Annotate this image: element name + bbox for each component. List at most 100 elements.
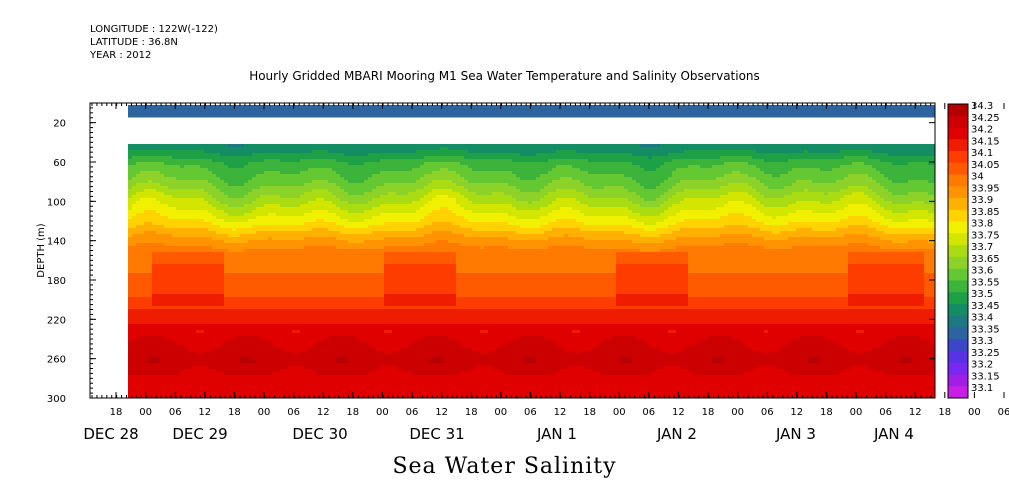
heatmap-cell [252,108,257,112]
heatmap-cell [260,321,265,325]
heatmap-cell [304,174,309,178]
heatmap-cell [292,264,297,268]
heatmap-cell [240,369,245,373]
heatmap-cell [312,366,317,370]
heatmap-cell [160,114,165,118]
heatmap-cell [272,231,277,235]
heatmap-cell [288,228,293,232]
heatmap-cell [132,168,137,172]
heatmap-cell [132,282,137,286]
heatmap-cell [164,153,169,157]
heatmap-cell [280,264,285,268]
heatmap-cell [288,225,293,229]
heatmap-cell [156,273,161,277]
heatmap-cell [160,384,165,388]
heatmap-cell [148,174,153,178]
heatmap-cell [144,285,149,289]
heatmap-cell [204,192,209,196]
heatmap-cell [284,318,289,322]
heatmap-cell [160,336,165,340]
heatmap-cell [324,351,329,355]
heatmap-cell [208,153,213,157]
heatmap-cell [156,318,161,322]
heatmap-cell [236,144,241,148]
heatmap-cell [332,249,337,253]
heatmap-cell [336,300,341,304]
heatmap-cell [184,111,189,115]
heatmap-cell [296,303,301,307]
heatmap-cell [236,228,241,232]
heatmap-cell [212,390,217,394]
heatmap-cell [204,396,209,398]
heatmap-cell [260,288,265,292]
heatmap-cell [304,210,309,214]
heatmap-cell [276,153,281,157]
heatmap-cell [268,147,273,151]
heatmap-cell [264,255,269,259]
heatmap-cell [144,240,149,244]
heatmap-cell [324,105,329,109]
heatmap-cell [228,366,233,370]
heatmap-cell [276,150,281,154]
heatmap-cell [240,354,245,358]
heatmap-cell [272,174,277,178]
heatmap-cell [164,165,169,169]
heatmap-cell [212,171,217,175]
heatmap-cell [156,297,161,301]
heatmap-cell [304,321,309,325]
heatmap-cell [156,255,161,259]
heatmap-cell [212,312,217,316]
heatmap-cell [216,246,221,250]
heatmap-cell [220,273,225,277]
heatmap-cell [196,369,201,373]
heatmap-cell [252,198,257,202]
heatmap-cell [332,270,337,274]
heatmap-cell [216,162,221,166]
heatmap-cell [180,105,185,109]
heatmap-cell [240,150,245,154]
heatmap-cell [200,219,205,223]
heatmap-cell [244,186,249,190]
heatmap-cell [160,162,165,166]
heatmap-cell [208,111,213,115]
heatmap-cell [160,324,165,328]
heatmap-cell [160,240,165,244]
heatmap-cell [196,294,201,298]
heatmap-cell [344,210,349,214]
heatmap-cell [324,246,329,250]
heatmap-cell [188,231,193,235]
heatmap-cell [188,363,193,367]
heatmap-cell [304,366,309,370]
heatmap-cell [144,336,149,340]
heatmap-cell [340,174,345,178]
heatmap-cell [340,153,345,157]
heatmap-cell [220,153,225,157]
heatmap-cell [316,294,321,298]
heatmap-cell [340,333,345,337]
heatmap-cell [164,231,169,235]
heatmap-cell [148,264,153,268]
heatmap-cell [252,261,257,265]
heatmap-cell [300,192,305,196]
heatmap-cell [228,183,233,187]
heatmap-cell [324,228,329,232]
heatmap-cell [248,267,253,271]
heatmap-cell [256,327,261,331]
heatmap-cell [164,198,169,202]
heatmap-cell [144,147,149,151]
heatmap-cell [316,153,321,157]
heatmap-cell [332,186,337,190]
heatmap-cell [188,339,193,343]
heatmap-cell [192,348,197,352]
heatmap-cell [140,150,145,154]
heatmap-cell [232,246,237,250]
heatmap-cell [172,327,177,331]
heatmap-cell [220,189,225,193]
heatmap-cell [144,270,149,274]
heatmap-cell [152,282,157,286]
heatmap-cell [184,105,189,109]
heatmap-cell [172,189,177,193]
heatmap-cell [144,243,149,247]
heatmap-cell [160,207,165,211]
heatmap-cell [332,105,337,109]
